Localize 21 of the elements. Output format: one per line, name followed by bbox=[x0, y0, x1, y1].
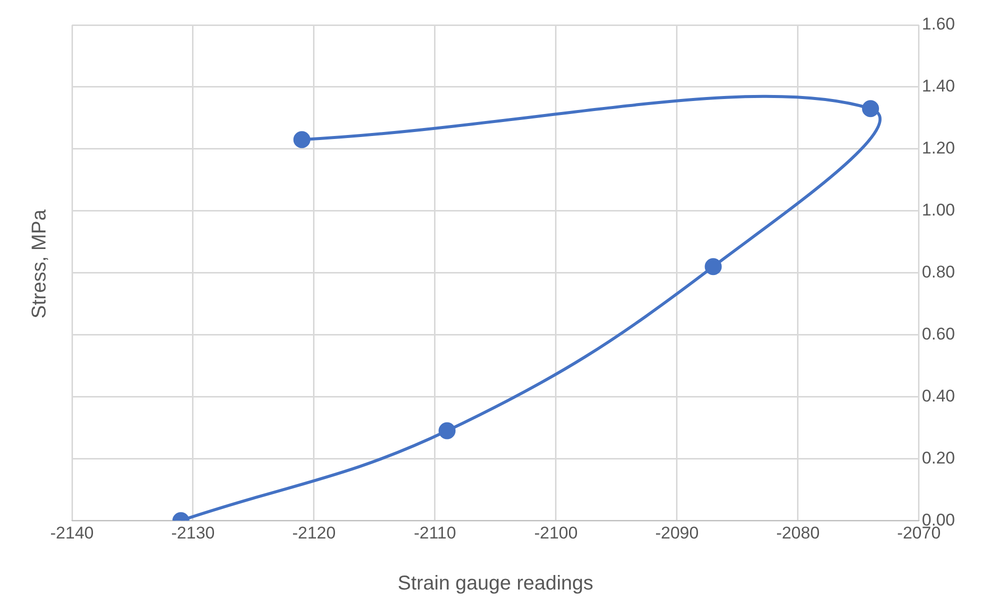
x-tick-label: -2130 bbox=[171, 523, 215, 542]
x-tick-label: -2110 bbox=[414, 523, 456, 542]
y-tick-label: 1.40 bbox=[922, 76, 956, 96]
y-axis-title: Stress, MPa bbox=[28, 210, 52, 318]
point bbox=[293, 131, 310, 148]
y-tick-label: 0.40 bbox=[922, 386, 956, 406]
y-tick-label: 1.00 bbox=[922, 200, 956, 220]
x-tick-label: -2140 bbox=[50, 523, 94, 542]
y-tick-label: 0.20 bbox=[922, 448, 956, 468]
y-tick-label: 0.80 bbox=[922, 262, 956, 282]
x-tick-label: -2080 bbox=[776, 523, 820, 542]
x-tick-label: -2120 bbox=[292, 523, 336, 542]
y-tick-label: 1.60 bbox=[922, 14, 956, 34]
y-tick-label: 1.20 bbox=[922, 138, 956, 158]
point bbox=[438, 422, 456, 440]
x-tick-label: -2090 bbox=[655, 523, 699, 542]
x-axis-title: Strain gauge readings bbox=[398, 572, 594, 595]
y-tick-label: 0.60 bbox=[922, 324, 956, 344]
point bbox=[704, 258, 722, 276]
point bbox=[862, 100, 880, 118]
x-tick-label: -2100 bbox=[534, 523, 578, 542]
